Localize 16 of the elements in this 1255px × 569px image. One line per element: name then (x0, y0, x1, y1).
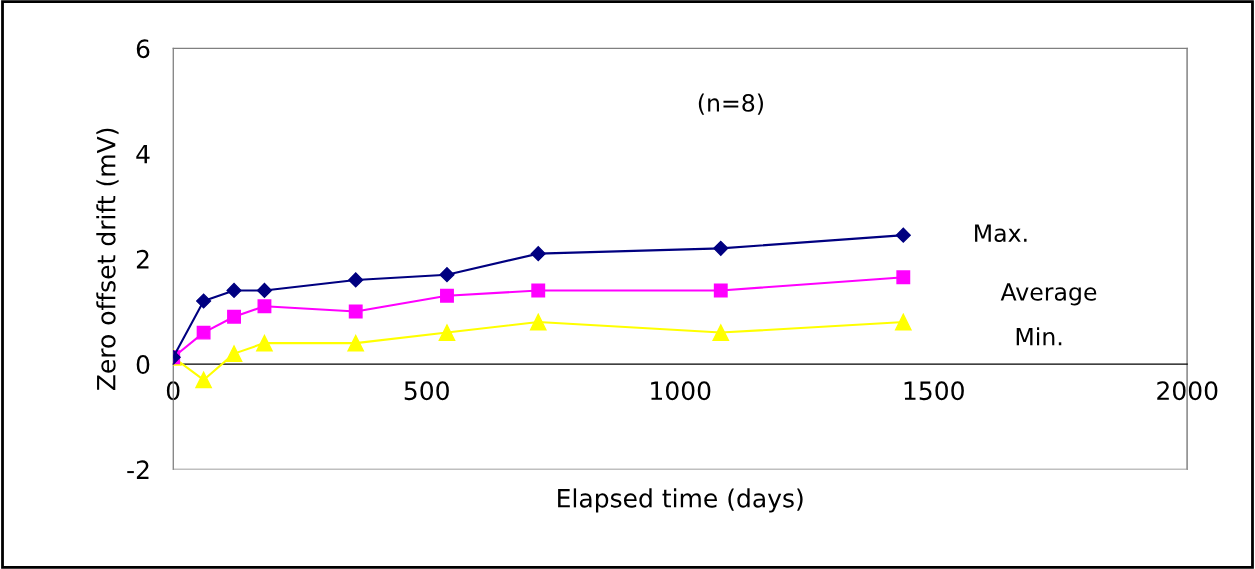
x-tick-label: 2000 (1157, 381, 1218, 401)
y-tick-label: 2 (136, 249, 149, 269)
text: Max. (975, 224, 1027, 243)
x-tick-label: 500 (404, 381, 449, 401)
text: Average (1000, 283, 1097, 306)
text: Min. (1016, 327, 1062, 346)
x-tick-label: 1000 (651, 381, 711, 401)
y-tick-label: 4 (136, 144, 150, 164)
x-tick-label: 1500 (904, 381, 964, 401)
y-axis-title: Zero offset drift (mV) (96, 128, 119, 391)
y-tick-label: -2 (127, 460, 149, 479)
x-tick-label: 0 (166, 381, 180, 401)
y-tick-label: 6 (136, 39, 150, 59)
y-tick-label: 0 (136, 355, 150, 375)
annotation: (n=8) (698, 93, 763, 115)
x-axis-title: Elapsed time (days) (558, 488, 803, 513)
